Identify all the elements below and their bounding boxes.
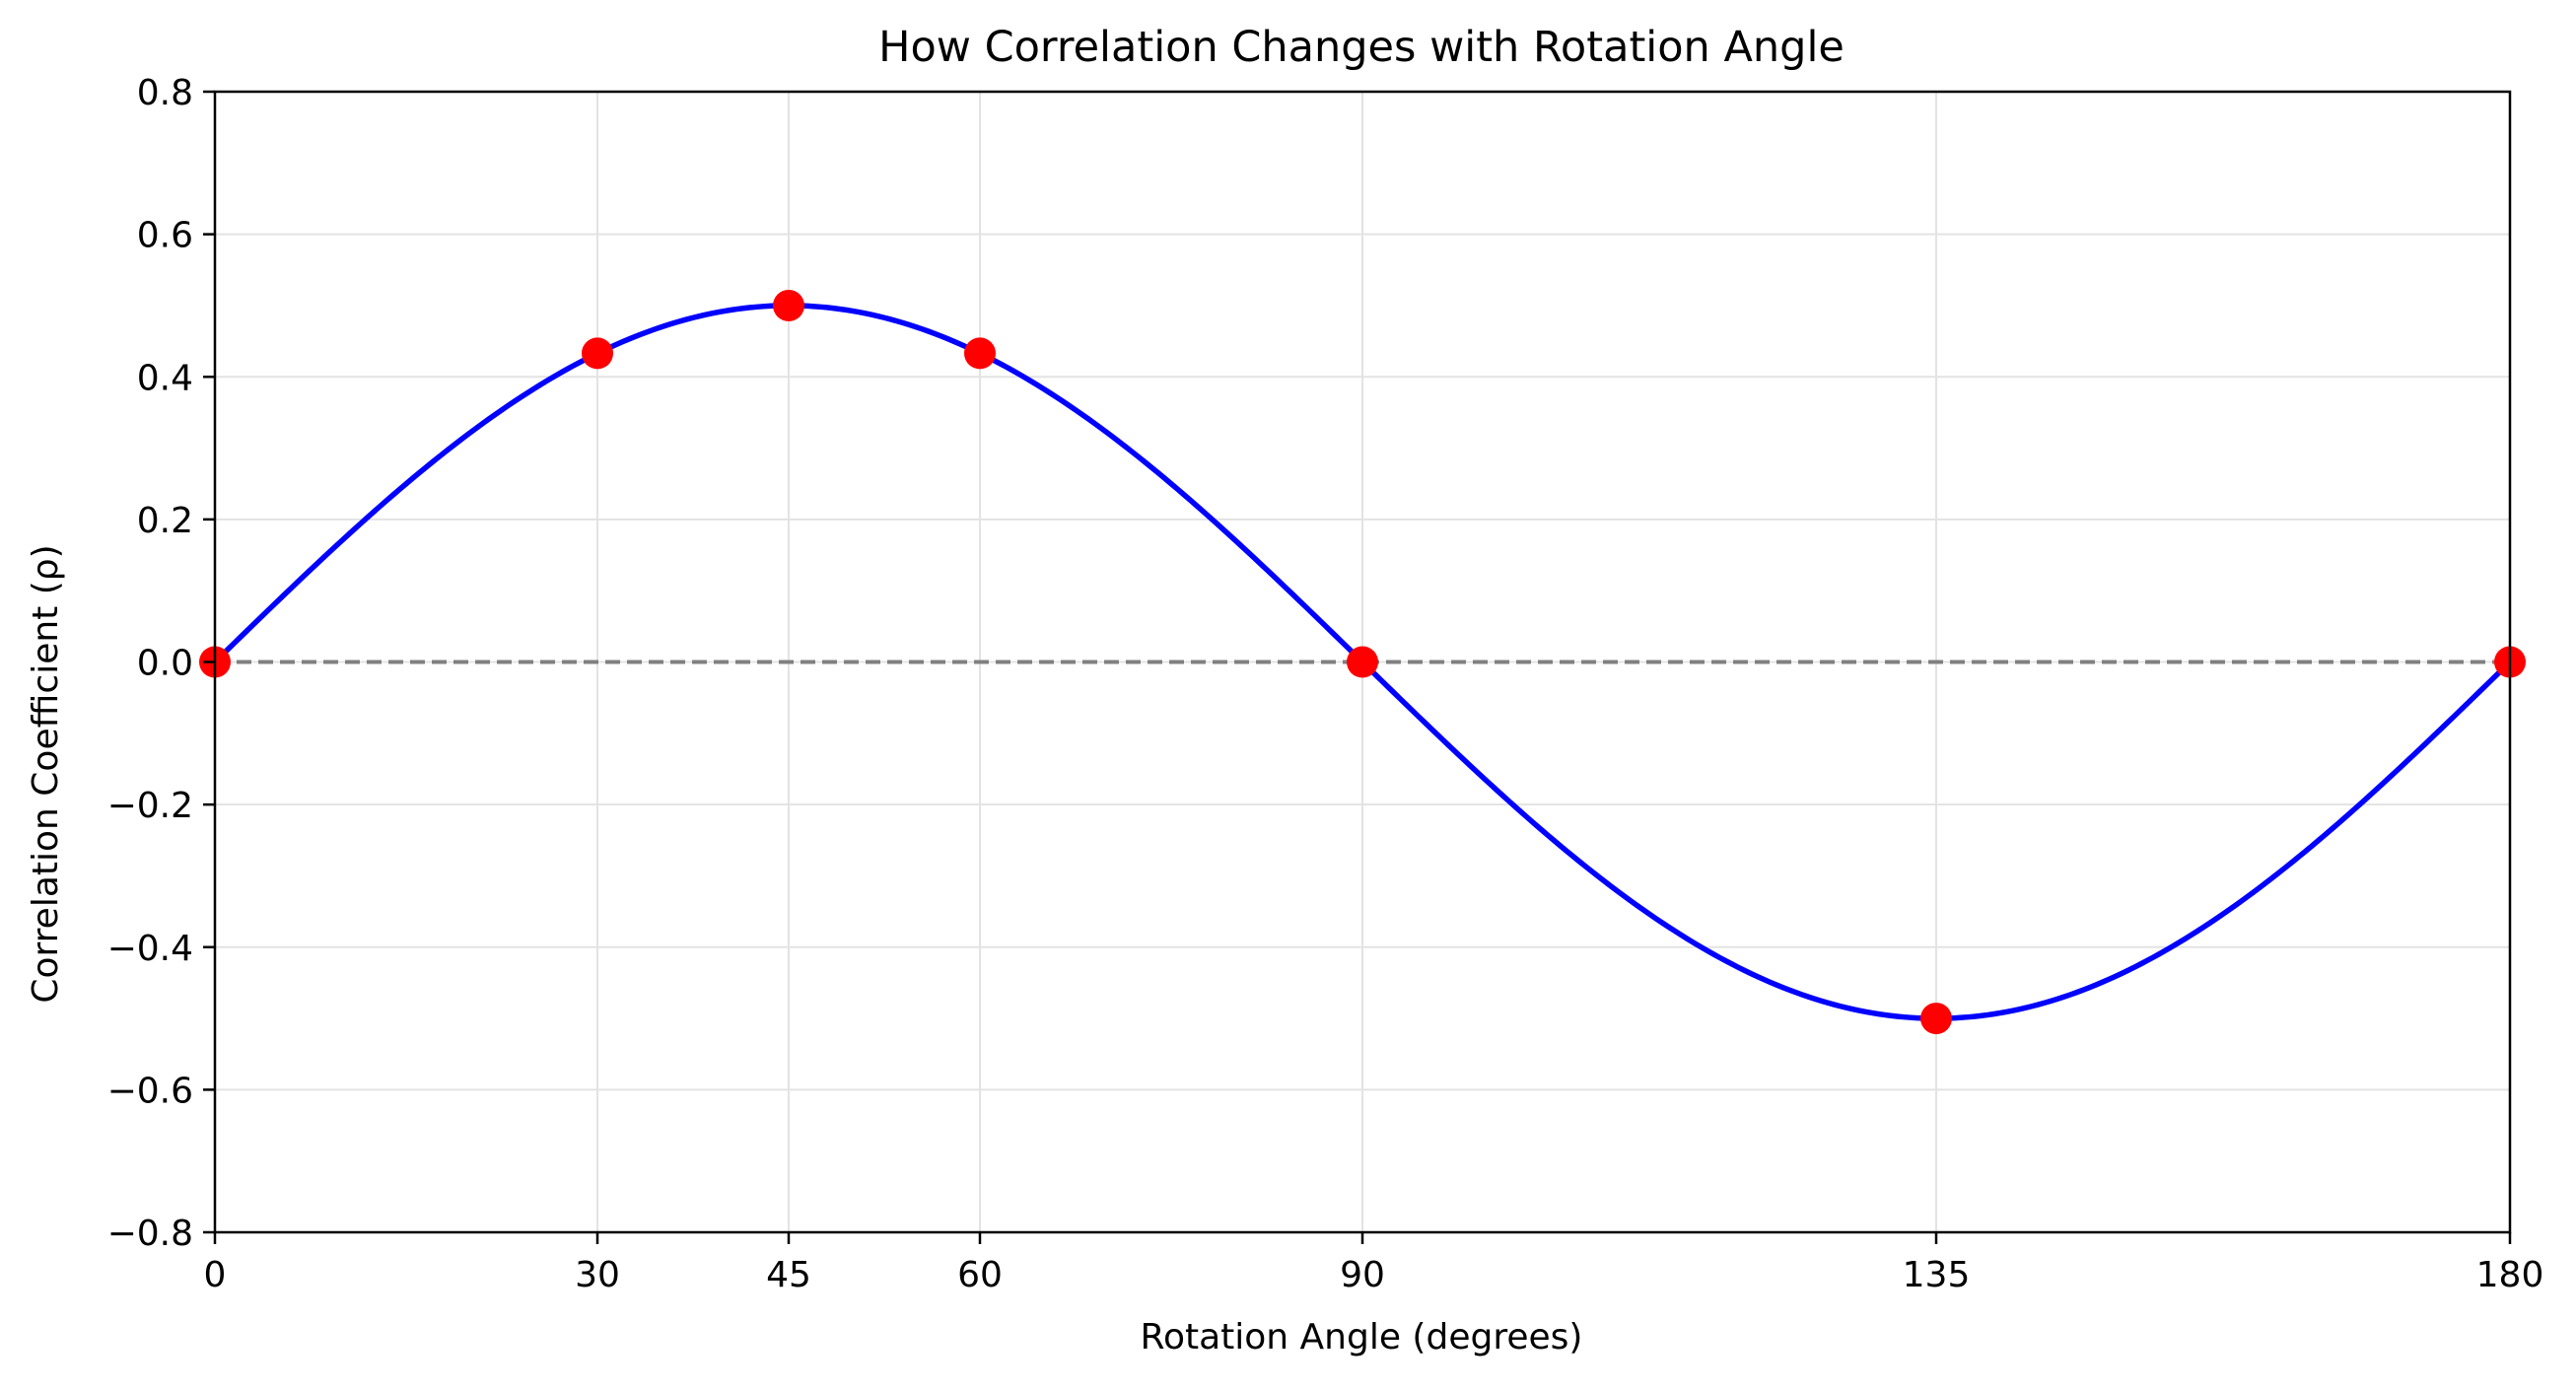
series-group [199, 289, 2526, 1035]
x-tick-label: 60 [957, 1255, 1003, 1295]
y-tick-label: −0.4 [107, 929, 193, 969]
data-point-marker [582, 337, 613, 370]
y-tick-label: −0.8 [107, 1214, 193, 1254]
x-tick-label: 180 [2476, 1255, 2544, 1295]
x-tick-label: 0 [204, 1255, 227, 1295]
y-tick-label: 0.0 [137, 644, 193, 684]
y-tick-label: 0.4 [137, 358, 193, 398]
data-point-marker [1347, 646, 1378, 678]
x-tick-label: 45 [766, 1255, 811, 1295]
y-tick-label: 0.6 [137, 216, 193, 256]
data-point-marker [1920, 1003, 1952, 1035]
y-tick-label: 0.8 [137, 73, 193, 113]
x-tick-label: 30 [575, 1255, 620, 1295]
chart-title: How Correlation Changes with Rotation An… [878, 23, 1845, 72]
y-tick-label: −0.2 [107, 786, 193, 826]
x-axis-label: Rotation Angle (degrees) [1141, 1317, 1583, 1357]
y-axis-label: Correlation Coefficient (ρ) [26, 544, 66, 1003]
y-tick-label: 0.2 [137, 501, 193, 541]
data-point-marker [964, 337, 996, 370]
y-tick-label: −0.6 [107, 1071, 193, 1111]
x-tick-label: 90 [1340, 1255, 1385, 1295]
x-tick-label: 135 [1903, 1255, 1971, 1295]
tick-group: 0 30 45 60 90 135 180 −0.8 −0.6 −0.4 −0.2 0.0 0.2 0.4… [107, 73, 2544, 1295]
data-point-marker [773, 289, 804, 321]
